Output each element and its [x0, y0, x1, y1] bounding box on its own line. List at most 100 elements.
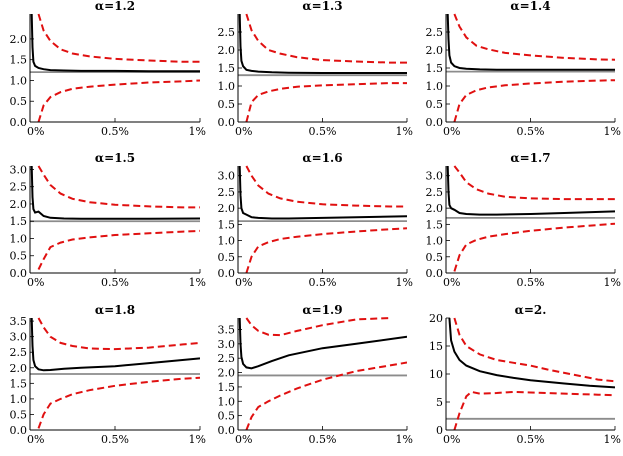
y-tick-label: 1.0	[218, 80, 236, 93]
x-tick-label: 1%	[189, 276, 206, 289]
upper-band-line	[37, 317, 200, 351]
lower-band-line	[245, 227, 407, 274]
y-tick-label: 1.0	[10, 74, 28, 87]
panel-title: α=1.3	[302, 0, 342, 13]
x-tick-label: 0.5%	[101, 276, 129, 289]
panel-4: α=1.5 0.0 0.5 1.0 1.5 2.0 2.5 3.0 0% 0.5% 1%	[10, 151, 207, 289]
x-tick-label: 1%	[189, 125, 206, 138]
x-tick-label: 0%	[235, 125, 252, 138]
upper-band-line	[245, 165, 407, 208]
x-tick-label: 0.5%	[517, 276, 545, 289]
y-tick-label: 2.0	[10, 362, 28, 375]
panel-1: α=1.2 0.0 0.5 1.0 1.5 2.0 0% 0.5% 1%	[10, 0, 207, 138]
x-tick-label: 0%	[443, 125, 460, 138]
y-tick-label: 2.5	[218, 26, 236, 39]
y-tick-label: 1.5	[10, 54, 28, 67]
x-tick-label: 1%	[396, 125, 413, 138]
x-tick-label: 1%	[604, 276, 621, 289]
panel-title: α=1.6	[302, 151, 342, 165]
y-tick-label: 0.5	[426, 98, 444, 111]
panel-2: α=1.3 0.0 0.5 1.0 1.5 2.0 2.5 0% 0.5% 1%	[218, 0, 414, 138]
panel-5: α=1.6 0.0 0.5 1.0 1.5 2.0 2.5 3.0 0% 0.5% 1%	[218, 151, 414, 289]
x-tick-label: 0.5%	[309, 276, 337, 289]
x-tick-label: 0%	[235, 276, 252, 289]
panel-6: α=1.7 0.0 0.5 1.0 1.5 2.0 2.5 3.0 0% 0.5% 1%	[426, 151, 622, 289]
x-tick-label: 0%	[235, 433, 252, 446]
lower-band-line	[453, 222, 615, 272]
y-tick-label: 1.5	[10, 215, 28, 228]
estimate-line	[30, 13, 200, 73]
panel-3: α=1.4 0.0 0.5 1.0 1.5 2.0 2.5 0% 0.5% 1%	[426, 0, 622, 138]
panel-title: α=1.7	[510, 151, 550, 165]
y-tick-label: 1.0	[426, 80, 444, 93]
upper-band-line	[245, 13, 407, 64]
upper-band-line	[245, 317, 391, 337]
y-tick-label: 3.0	[218, 338, 236, 351]
y-tick-label: 2.5	[426, 26, 444, 39]
y-tick-label: 0.5	[218, 410, 236, 423]
y-tick-label: 3.0	[218, 170, 236, 183]
x-tick-label: 0%	[443, 276, 460, 289]
estimate-line	[446, 13, 615, 71]
y-tick-label: 1.0	[10, 393, 28, 406]
upper-band-line	[453, 165, 615, 201]
upper-band-line	[453, 317, 615, 383]
y-tick-label: 2.5	[218, 352, 236, 365]
y-tick-label: 2.5	[10, 346, 28, 359]
x-tick-label: 0.5%	[101, 433, 129, 446]
upper-band-line	[37, 165, 200, 209]
y-tick-label: 1.0	[426, 235, 444, 248]
y-tick-label: 1.5	[218, 218, 236, 231]
panel-title: α=2.	[515, 303, 547, 317]
y-tick-label: 3.5	[218, 323, 236, 336]
estimate-line	[446, 165, 615, 216]
y-tick-label: 10	[429, 368, 443, 381]
x-tick-label: 1%	[396, 276, 413, 289]
x-tick-label: 1%	[189, 433, 206, 446]
panel-title: α=1.5	[95, 151, 135, 165]
x-tick-label: 0%	[27, 276, 44, 289]
x-tick-label: 1%	[396, 433, 413, 446]
x-tick-label: 0.5%	[517, 433, 545, 446]
x-tick-label: 0.5%	[101, 125, 129, 138]
x-tick-label: 0.5%	[309, 125, 337, 138]
y-tick-label: 0.0	[10, 424, 28, 437]
y-tick-label: 2.5	[10, 181, 28, 194]
y-tick-label: 2.0	[10, 198, 28, 211]
y-tick-label: 1.5	[10, 377, 28, 390]
y-tick-label: 0.0	[218, 116, 236, 129]
estimate-line	[238, 165, 407, 220]
lower-band-line	[453, 390, 615, 431]
x-tick-label: 0%	[443, 433, 460, 446]
lower-band-line	[245, 361, 407, 431]
y-tick-label: 1.0	[218, 395, 236, 408]
y-tick-label: 1.5	[218, 62, 236, 75]
upper-band-line	[37, 13, 200, 63]
y-tick-label: 2.0	[218, 367, 236, 380]
y-tick-label: 2.0	[218, 44, 236, 57]
lower-band-line	[37, 376, 200, 429]
y-tick-label: 2.0	[218, 202, 236, 215]
y-tick-label: 1.0	[218, 235, 236, 248]
estimate-line	[448, 317, 615, 389]
y-tick-label: 1.0	[10, 232, 28, 245]
panel-9: α=2. 0 5 10 15 20 0% 0.5% 1%	[429, 303, 621, 446]
panel-title: α=1.9	[302, 303, 342, 317]
y-tick-label: 20	[429, 312, 443, 325]
y-tick-label: 0.0	[426, 116, 444, 129]
y-tick-label: 0.5	[426, 251, 444, 264]
lower-band-line	[37, 229, 200, 270]
y-tick-label: 3.0	[426, 170, 444, 183]
y-tick-label: 5	[436, 396, 443, 409]
estimate-line	[30, 317, 200, 372]
y-tick-label: 2.0	[426, 44, 444, 57]
y-tick-label: 1.5	[426, 218, 444, 231]
y-tick-label: 0.0	[218, 267, 236, 280]
y-tick-label: 0	[436, 424, 443, 437]
upper-band-line	[453, 13, 615, 61]
y-tick-label: 15	[429, 340, 443, 353]
y-tick-label: 0.5	[10, 95, 28, 108]
y-tick-label: 0.5	[10, 408, 28, 421]
y-tick-label: 0.0	[426, 267, 444, 280]
